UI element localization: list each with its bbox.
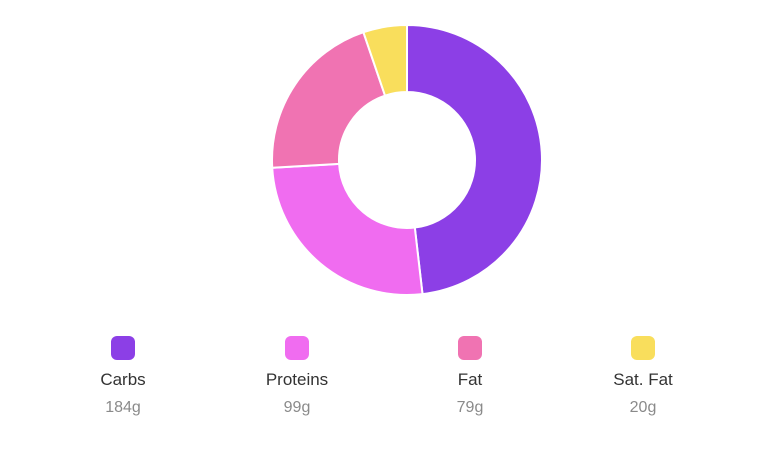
- legend-label-fat: Fat: [457, 370, 483, 389]
- donut-slice-fat: [271, 30, 387, 169]
- legend-value-carbs: 184g: [105, 399, 141, 416]
- legend-label-sat-fat: Sat. Fat: [613, 370, 673, 389]
- legend-item-carbs: Carbs 184g: [53, 336, 193, 418]
- legend-item-sat-fat: Sat. Fat 20g: [573, 336, 713, 418]
- legend-swatch-sat-fat: [631, 336, 655, 360]
- legend-value-proteins: 99g: [283, 399, 311, 416]
- legend-swatch-proteins: [285, 336, 309, 360]
- legend-label-proteins: Proteins: [265, 370, 329, 389]
- legend-value-sat-fat: 20g: [629, 399, 657, 416]
- legend-item-proteins: Proteins 99g: [227, 336, 367, 418]
- legend-item-fat: Fat 79g: [400, 336, 540, 418]
- donut-slice-sat-fat: [362, 23, 408, 97]
- legend-label-carbs: Carbs: [100, 370, 146, 389]
- legend-swatch-fat: [458, 336, 482, 360]
- donut-slice-proteins: [271, 162, 424, 296]
- donut-chart: [271, 23, 543, 296]
- donut-slice-carbs: [406, 23, 543, 296]
- legend-value-fat: 79g: [456, 399, 484, 416]
- legend-swatch-carbs: [111, 336, 135, 360]
